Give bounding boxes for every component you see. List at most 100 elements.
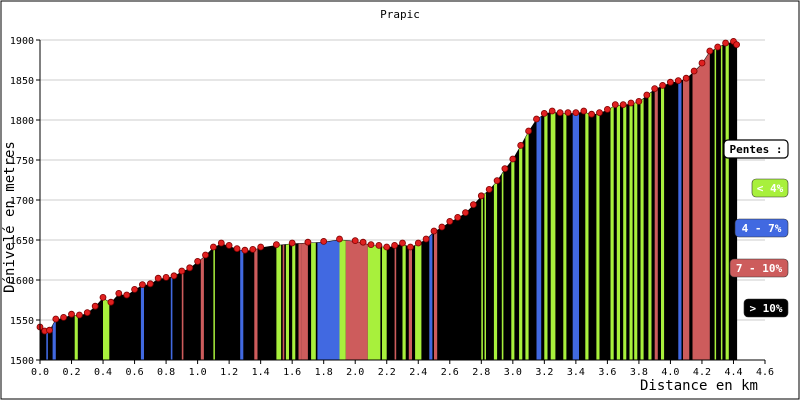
slope-band-24 [394, 245, 397, 360]
slope-band-54 [683, 76, 690, 361]
slope-band-26 [408, 247, 412, 360]
slope-band-51 [654, 88, 658, 361]
elevation-point-71 [635, 98, 643, 105]
elevation-point-39 [383, 243, 391, 251]
elevation-point-29 [257, 243, 265, 251]
elevation-points [36, 38, 740, 335]
x-tick-label-6: 1.2 [220, 367, 238, 378]
x-tick-label-23: 4.6 [756, 367, 774, 378]
slope-bands [39, 41, 738, 361]
slope-band-40 [563, 113, 567, 360]
slope-band-25 [402, 244, 406, 360]
slope-band-1 [46, 331, 48, 360]
elevation-point-21 [194, 257, 202, 265]
elevation-point-3 [52, 315, 60, 323]
elevation-point-75 [667, 78, 674, 86]
elevation-point-67 [604, 106, 611, 113]
legend-title: Pentes : [730, 143, 783, 156]
slope-band-5 [140, 285, 144, 360]
legend-swatch-3 [743, 298, 789, 318]
slope-band-53 [678, 80, 682, 360]
elevation-point-76 [674, 77, 682, 84]
x-tick-label-22: 4.4 [724, 367, 742, 378]
slope-band-28 [429, 233, 433, 360]
y-tick-label-5: 1750 [10, 156, 34, 167]
elevation-point-45 [430, 227, 438, 235]
slope-band-44 [610, 106, 614, 360]
legend-swatch-0 [751, 178, 789, 198]
y-tick-label-6: 1800 [10, 116, 34, 127]
elevation-point-9 [99, 293, 107, 301]
slope-band-22 [367, 244, 381, 360]
elevation-point-16 [154, 274, 162, 282]
slope-band-32 [493, 181, 498, 360]
legend-swatch-1 [734, 218, 789, 238]
tick-labels: 0.0 0.2 0.4 0.6 0.8 1.0 1.2 1.4 1.6 1.8 2.0 2.2 2.4 2… [10, 36, 774, 378]
slope-band-49 [640, 98, 644, 360]
slope-band-57 [720, 45, 723, 360]
x-tick-label-4: 0.8 [157, 367, 175, 378]
elevation-point-48 [454, 213, 462, 221]
x-tick-label-13: 2.6 [441, 367, 459, 378]
elevation-point-6 [76, 311, 83, 319]
elevation-point-22 [202, 251, 209, 259]
slope-band-47 [629, 103, 633, 360]
x-tick-label-16: 3.2 [535, 367, 553, 378]
slope-band-3 [74, 315, 78, 360]
elevation-point-23 [209, 243, 217, 251]
y-tick-label-0: 1500 [10, 356, 34, 367]
elevation-point-59 [540, 110, 548, 117]
elevation-point-33 [320, 237, 328, 245]
slope-band-30 [481, 195, 483, 360]
elevation-point-36 [359, 238, 367, 246]
elevation-point-52 [485, 185, 493, 193]
elevation-point-40 [391, 241, 399, 249]
elevation-point-26 [233, 245, 241, 253]
elevation-point-78 [690, 67, 698, 75]
slope-band-45 [616, 105, 620, 360]
elevation-point-38 [375, 241, 383, 249]
x-tick-label-11: 2.2 [378, 367, 396, 378]
x-tick-label-14: 2.8 [472, 367, 490, 378]
elevation-point-24 [217, 239, 225, 247]
slope-band-4 [103, 298, 110, 360]
elevation-point-27 [241, 246, 249, 254]
elevation-point-56 [517, 141, 525, 149]
elevation-point-5 [68, 310, 75, 318]
elevation-point-42 [406, 243, 414, 251]
elevation-point-37 [367, 241, 375, 249]
x-tick-label-20: 4.0 [661, 367, 679, 378]
slope-band-48 [634, 102, 638, 360]
elevation-point-25 [225, 241, 233, 249]
slope-band-55 [692, 52, 710, 360]
x-tick-label-8: 1.6 [283, 367, 301, 378]
slope-band-38 [544, 113, 548, 361]
x-tick-label-19: 3.8 [630, 367, 648, 378]
slope-band-33 [501, 172, 504, 360]
slope-band-46 [623, 105, 627, 360]
x-tick-label-0: 0.0 [31, 367, 49, 378]
slope-band-21 [345, 240, 368, 360]
elevation-point-72 [643, 91, 651, 99]
elevation-point-41 [399, 239, 406, 247]
slope-band-43 [596, 113, 600, 360]
x-tick-label-9: 1.8 [315, 367, 333, 378]
elevation-point-30 [272, 241, 280, 249]
elevation-point-77 [682, 74, 690, 82]
elevation-point-19 [178, 267, 186, 275]
elevation-point-54 [501, 165, 509, 173]
slope-band-16 [298, 243, 302, 360]
slope-band-10 [240, 250, 244, 360]
elevation-point-81 [714, 43, 722, 51]
x-tick-label-12: 2.4 [409, 367, 427, 378]
x-tick-label-17: 3.4 [567, 367, 585, 378]
elevation-point-31 [288, 239, 296, 247]
elevation-point-4 [60, 313, 67, 321]
x-tick-label-5: 1.0 [189, 367, 207, 378]
slope-band-14 [285, 244, 289, 360]
elevation-point-13 [131, 285, 139, 293]
elevation-point-62 [564, 109, 572, 116]
elevation-point-74 [659, 82, 666, 89]
chart-title: Prapic [380, 8, 420, 21]
